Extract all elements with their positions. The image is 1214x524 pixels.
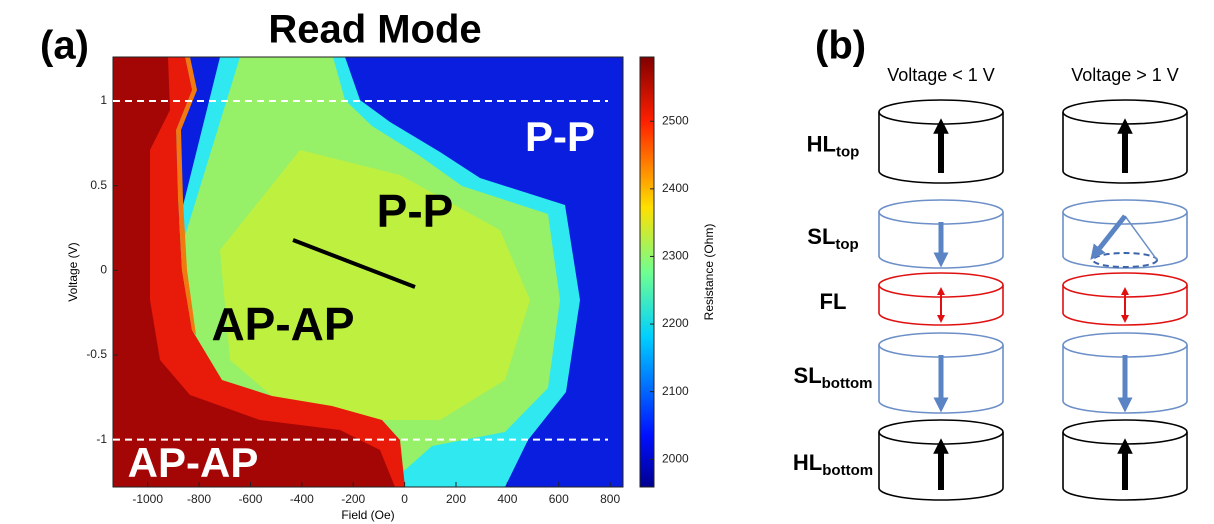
layer-label: SLtop <box>807 224 858 253</box>
panel-label: (b) <box>815 24 866 68</box>
cylinder-top <box>878 419 1004 445</box>
cylinder-top <box>878 199 1004 225</box>
colorbar-tick-label: 2000 <box>662 451 689 465</box>
cylinder-top <box>1062 199 1188 225</box>
heatmap <box>113 57 623 487</box>
column-header: Voltage > 1 V <box>1071 65 1179 85</box>
layer-label: FL <box>820 289 847 314</box>
colorbar-label: Resistance (Ohm) <box>702 224 716 321</box>
colorbar-tick-label: 2500 <box>662 113 689 127</box>
colorbar-tick-label: 2100 <box>662 384 689 398</box>
layer-name: SL <box>794 363 822 388</box>
y-tick-label: -0.5 <box>86 347 107 361</box>
cylinder-top <box>878 99 1004 125</box>
x-tick-label: 0 <box>401 492 408 506</box>
annotation: AP-AP <box>128 439 259 486</box>
layer-label: HLbottom <box>793 450 873 479</box>
colorbar <box>639 56 655 488</box>
x-tick-label: -800 <box>187 492 211 506</box>
x-tick-label: -600 <box>238 492 262 506</box>
cylinder-top <box>878 332 1004 358</box>
y-tick-label: 0.5 <box>90 178 107 192</box>
cylinder-top <box>1062 99 1188 125</box>
layer-subscript: top <box>835 236 858 253</box>
x-tick-label: 600 <box>549 492 569 506</box>
layer-name: HL <box>793 450 822 475</box>
layer-subscript: bottom <box>822 375 873 392</box>
annotation: P-P <box>377 185 454 237</box>
colorbar-tick-label: 2300 <box>662 249 689 263</box>
y-axis-label: Voltage (V) <box>66 242 80 301</box>
panel-label: (a) <box>40 24 89 68</box>
plot-frame <box>112 56 624 488</box>
x-axis-label: Field (Oe) <box>341 508 394 522</box>
cone-edge <box>1124 215 1158 261</box>
x-tick-label: -1000 <box>132 492 163 506</box>
layer-subscript: bottom <box>822 462 873 479</box>
x-tick-label: 200 <box>446 492 466 506</box>
annotation: P-P <box>525 113 595 160</box>
layer-name: SL <box>807 224 835 249</box>
y-tick-label: 0 <box>100 262 107 276</box>
colorbar-tick-label: 2400 <box>662 181 689 195</box>
layer-name: HL <box>807 131 836 156</box>
layer-name: FL <box>820 289 847 314</box>
y-tick-label: 1 <box>100 93 107 107</box>
arrow <box>1090 214 1127 260</box>
panel-title: Read Mode <box>268 8 481 52</box>
layer-label: HLtop <box>807 131 860 160</box>
column-header: Voltage < 1 V <box>887 65 995 85</box>
y-tick-label: -1 <box>96 432 107 446</box>
cylinder-top <box>1062 332 1188 358</box>
colorbar-tick-label: 2200 <box>662 316 689 330</box>
layer-label: SLbottom <box>794 363 873 392</box>
layer-subscript: top <box>836 143 859 160</box>
cylinder-top <box>1062 419 1188 445</box>
x-tick-label: -400 <box>290 492 314 506</box>
x-tick-label: 800 <box>600 492 620 506</box>
x-tick-label: 400 <box>497 492 517 506</box>
x-tick-label: -200 <box>341 492 365 506</box>
annotation: AP-AP <box>211 298 354 350</box>
